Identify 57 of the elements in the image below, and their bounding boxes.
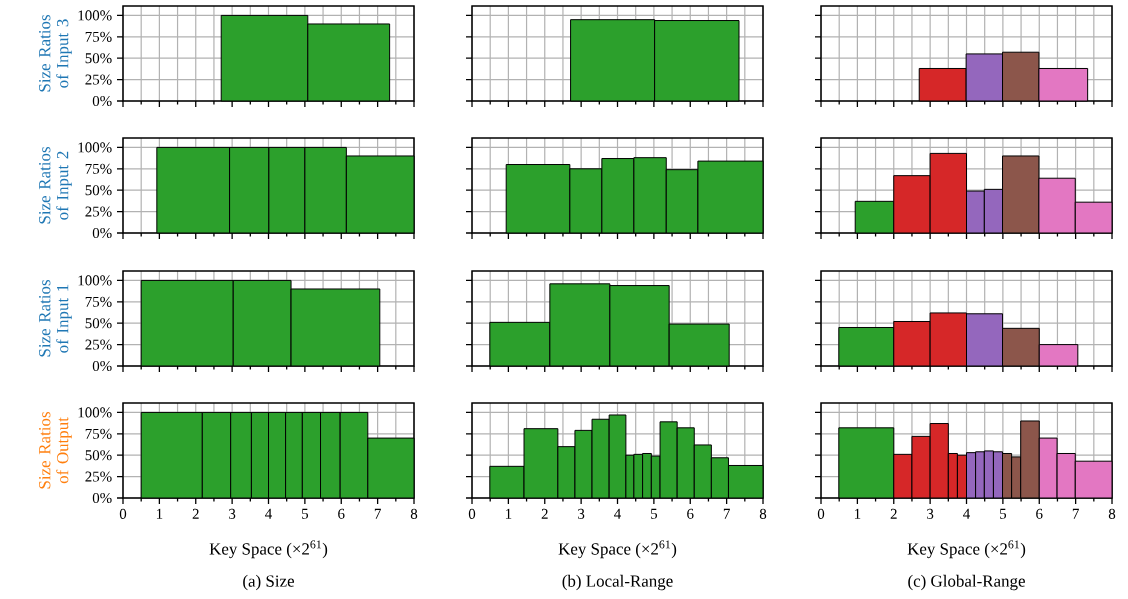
x-tick-label: 2 [541,508,548,519]
x-tick-label: 7 [723,508,730,519]
x-tick-label: 3 [927,508,934,519]
x-tick-label: 5 [1000,508,1007,519]
x-tick-label: 0 [468,508,476,519]
x-tick-label: 1 [854,508,861,519]
text: (b) Local-Range [562,574,673,591]
y-tick-label: 50% [85,450,112,461]
x-axis-title: Key Space (×2$^{61}$) [209,540,328,559]
x-tick-label: 6 [687,508,694,519]
x-tick-label: 8 [1108,508,1116,519]
y-tick-label: 25% [85,471,112,482]
text: (a) Size [243,574,295,591]
y-tick-label: 75% [85,163,112,174]
y-axis-title: Size Ratios of Input 2 [39,147,72,224]
text: (c) Global-Range [908,574,1025,591]
y-tick-label: 50% [85,318,112,329]
x-tick-label: 1 [505,508,512,519]
y-tick-label: 100% [78,275,112,286]
y-axis-title: Size Ratios of Input 1 [39,280,72,357]
y-axis-title: Size Ratios of Input 3 [39,15,72,92]
x-tick-label: 8 [759,508,767,519]
y-tick-label: 0% [92,227,112,239]
x-tick-label: 6 [338,508,345,519]
x-tick-label: 0 [119,508,127,519]
y-tick-label: 75% [85,31,112,42]
x-tick-label: 7 [374,508,381,519]
x-tick-label: 1 [156,508,163,519]
y-tick-label: 100% [78,10,112,21]
x-axis-title: Key Space (×2$^{61}$) [907,540,1026,559]
x-tick-label: 6 [1036,508,1043,519]
x-tick-label: 4 [614,508,622,519]
y-tick-label: 25% [85,206,112,217]
x-tick-label: 2 [890,508,897,519]
x-tick-label: 2 [192,508,199,519]
y-tick-label: 50% [85,185,112,196]
y-tick-label: 0% [92,95,112,107]
x-tick-label: 8 [410,508,418,519]
x-tick-label: 4 [963,508,971,519]
y-tick-label: 75% [85,296,112,307]
x-tick-label: 3 [229,508,236,519]
x-tick-label: 5 [302,508,309,519]
x-tick-label: 5 [651,508,658,519]
y-tick-label: 100% [78,407,112,418]
x-tick-label: 0 [817,508,825,519]
y-tick-label: 25% [85,339,112,350]
x-tick-label: 4 [265,508,272,519]
y-tick-label: 0% [92,360,112,372]
y-tick-label: 75% [85,428,112,439]
y-tick-label: 0% [92,492,112,504]
y-tick-label: 100% [78,142,112,153]
x-axis-title: Key Space (×2$^{61}$) [558,540,677,559]
y-tick-label: 25% [85,74,112,85]
y-axis-title: Size Ratios of Output [39,412,72,489]
x-tick-label: 3 [578,508,585,519]
x-tick-label: 7 [1072,508,1079,519]
y-tick-label: 50% [85,53,112,64]
